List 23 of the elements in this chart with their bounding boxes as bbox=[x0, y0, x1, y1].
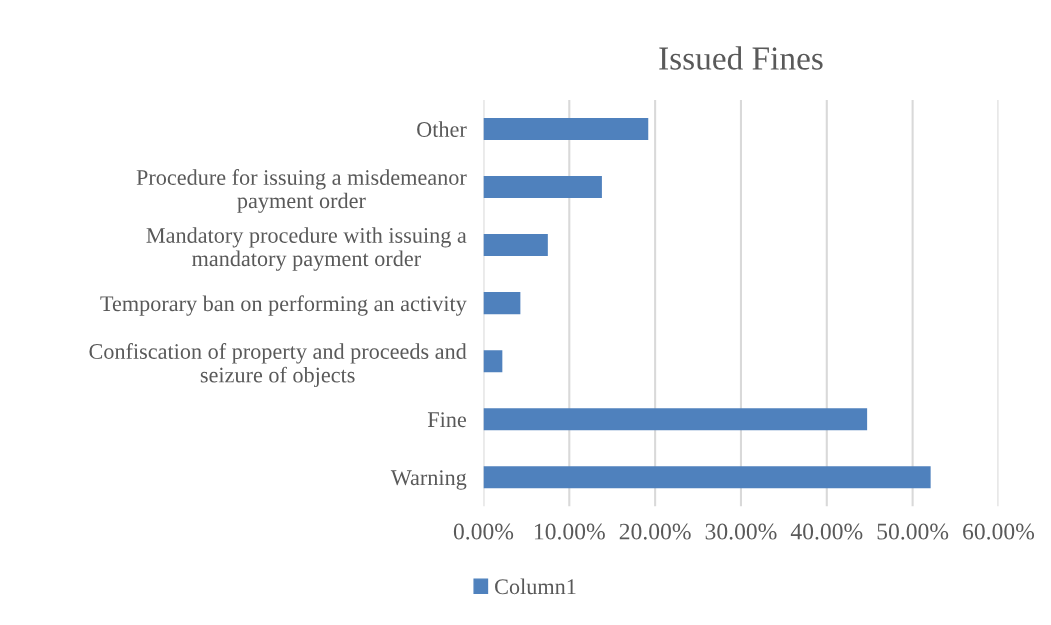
bar bbox=[483, 234, 548, 257]
y-tick-label: Warning bbox=[390, 470, 467, 490]
x-tick-label: 30.00% bbox=[705, 523, 777, 540]
bar bbox=[483, 292, 521, 315]
bar bbox=[483, 176, 602, 199]
x-tick-label: 40.00% bbox=[790, 523, 863, 540]
y-tick-label: Mandatory procedure with issuing a mandatory payment order bbox=[146, 227, 467, 271]
bar bbox=[483, 466, 931, 489]
x-tick-label: 0.00% bbox=[453, 523, 514, 540]
y-tick-label: Temporary ban on performing an activity bbox=[100, 295, 467, 316]
y-tick-label: Confiscation of property and proceeds and seizure of objects bbox=[89, 343, 467, 388]
bar bbox=[483, 408, 868, 431]
y-tick-label: Procedure for issuing a misdemeanor payment order bbox=[136, 169, 467, 213]
bar bbox=[483, 350, 503, 373]
x-tick-label: 60.00% bbox=[963, 523, 1035, 540]
y-tick-label: Fine bbox=[427, 412, 467, 428]
chart-title: Issued Fines bbox=[659, 46, 823, 70]
y-tick-label: Other bbox=[417, 121, 467, 137]
x-tick-label: 20.00% bbox=[619, 523, 691, 540]
x-tick-label: 10.00% bbox=[534, 523, 605, 540]
x-tick-label: 50.00% bbox=[877, 523, 949, 540]
bar bbox=[483, 117, 649, 141]
legend-label: Column1 bbox=[495, 578, 576, 595]
